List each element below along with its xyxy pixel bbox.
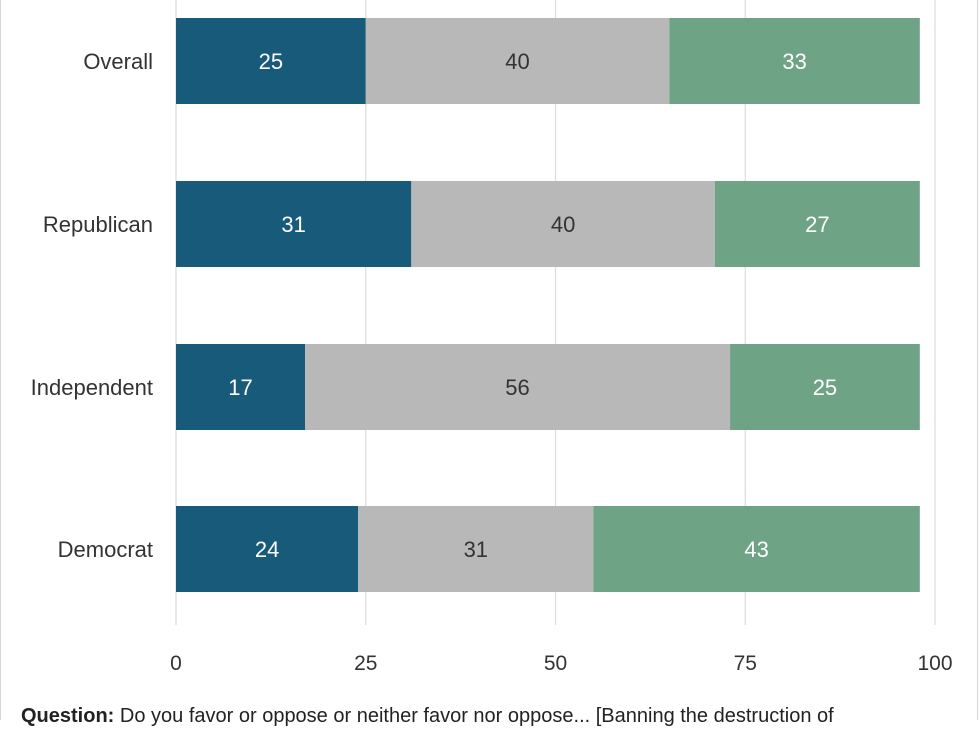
data-label: 31 [281,212,305,237]
data-label: 17 [228,375,252,400]
data-label: 40 [505,49,529,74]
caption-text: Do you favor or oppose or neither favor … [119,705,834,727]
data-label: 56 [505,375,529,400]
bars: 25 40 33 31 40 27 17 56 25 24 31 43 [176,18,920,592]
bar-segment [669,18,920,104]
category-labels: Overall Republican Independent Democrat [31,49,153,562]
data-label: 33 [782,49,806,74]
data-label: 25 [259,49,283,74]
bar-segment [358,506,594,592]
data-label: 24 [255,537,279,562]
bar-segment [176,506,359,592]
x-tick-label: 50 [544,652,567,675]
data-label: 31 [464,537,488,562]
question-caption: Question: Do you favor or oppose or neit… [21,703,961,729]
x-tick-label: 25 [354,652,377,675]
x-tick-label: 100 [917,652,952,675]
bar-segment [305,344,731,430]
x-tick-label: 0 [170,652,182,675]
caption-lead: Question: [21,705,115,727]
data-label: 40 [551,212,575,237]
data-label: 27 [805,212,829,237]
category-label: Democrat [58,537,153,562]
bar-segment [176,181,412,267]
x-tick-label: 75 [734,652,757,675]
bar-segment [411,181,715,267]
stacked-bar-chart: 25 40 33 31 40 27 17 56 25 24 31 43 Overall Republic… [31,0,953,675]
category-label: Overall [83,49,153,74]
data-label: 43 [744,537,768,562]
bar-segment [176,344,306,430]
bar-segment [365,18,670,104]
category-label: Independent [31,375,153,400]
bar-segment [176,18,366,104]
data-label: 25 [813,375,837,400]
bar-segment [730,344,920,430]
bar-segment [714,181,920,267]
x-axis-ticks: 0 25 50 75 100 [170,652,952,675]
bar-segment [593,506,920,592]
category-label: Republican [43,212,153,237]
